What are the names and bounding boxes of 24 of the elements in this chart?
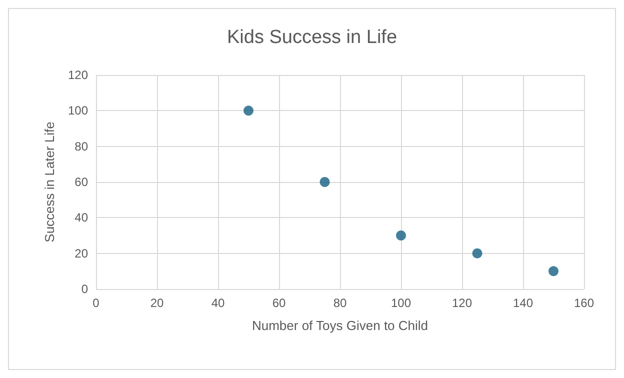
- x-tick-label: 60: [272, 296, 286, 310]
- x-tick-label: 140: [512, 296, 534, 310]
- y-tick-label: 40: [74, 210, 88, 225]
- x-tick-label: 0: [92, 296, 100, 310]
- y-tick-label: 0: [81, 282, 88, 296]
- x-tick-label: 100: [390, 296, 412, 310]
- point: [548, 266, 558, 276]
- y-tick-label: 20: [74, 246, 88, 260]
- y-axis-title: Success in Later Life: [42, 122, 57, 242]
- x-tick-label: 80: [333, 296, 347, 310]
- x-tick-label: 120: [452, 296, 472, 310]
- x-tick-label: 40: [211, 296, 225, 310]
- point: [320, 177, 330, 187]
- x-axis-title: Number of Toys Given to Child: [252, 318, 428, 333]
- point: [472, 248, 482, 258]
- x-tick-label: 160: [574, 296, 594, 310]
- chart-title: Kids Success in Life: [226, 27, 398, 48]
- point: [396, 230, 406, 240]
- y-tick-label: 100: [68, 104, 88, 118]
- y-tick-label: 120: [68, 68, 88, 82]
- y-tick-label: 60: [74, 175, 88, 189]
- point: [244, 106, 254, 116]
- x-tick-label: 20: [150, 296, 164, 310]
- y-tick-label: 80: [74, 139, 88, 154]
